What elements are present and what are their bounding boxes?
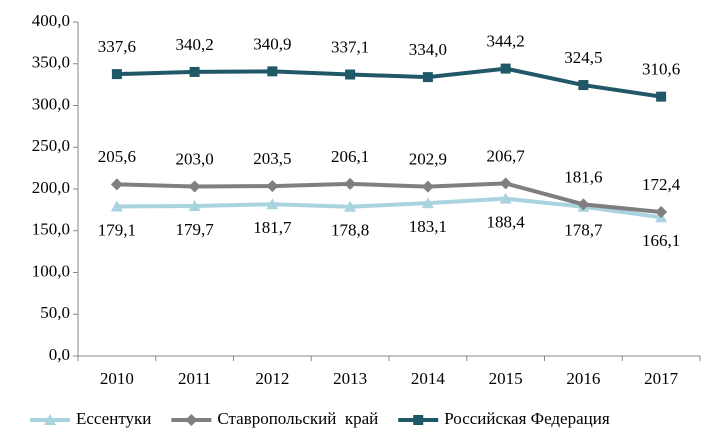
data-label: 337,6 (98, 37, 136, 56)
data-label: 344,2 (487, 31, 525, 50)
data-point (655, 206, 668, 219)
series-line (116, 196, 662, 220)
data-point (421, 180, 434, 193)
data-label: 166,1 (642, 231, 680, 250)
data-point (266, 180, 279, 193)
data-label: 188,4 (487, 213, 526, 232)
x-tick-label: 2013 (333, 369, 367, 388)
y-tick-label: 250,0 (32, 136, 70, 155)
x-tick-label: 2010 (100, 369, 134, 388)
y-tick-label: 50,0 (40, 303, 70, 322)
x-tick-label: 2017 (644, 369, 679, 388)
data-label: 206,1 (331, 147, 369, 166)
data-label: 203,0 (176, 149, 214, 168)
data-point (499, 192, 512, 204)
data-label: 205,6 (98, 147, 136, 166)
legend-marker (413, 415, 424, 425)
data-label: 340,2 (176, 35, 214, 54)
legend-marker (44, 414, 56, 425)
data-label: 206,7 (487, 146, 526, 165)
y-tick-label: 150,0 (32, 220, 70, 239)
data-label: 178,8 (331, 221, 369, 240)
legend-label: Ессентуки (76, 409, 151, 428)
data-label: 179,1 (98, 220, 136, 239)
data-point (421, 197, 434, 209)
data-label: 181,7 (253, 218, 292, 237)
data-point (499, 177, 512, 190)
data-label: 202,9 (409, 149, 447, 168)
data-point (188, 199, 201, 211)
y-tick-label: 300,0 (32, 94, 70, 113)
y-tick-label: 200,0 (32, 178, 70, 197)
data-label: 324,5 (564, 48, 602, 67)
data-label: 179,7 (176, 220, 215, 239)
data-point (656, 91, 667, 102)
data-label: 178,7 (564, 221, 603, 240)
data-point (188, 180, 201, 193)
data-label: 340,9 (253, 34, 291, 53)
data-point (189, 66, 200, 77)
x-tick-label: 2011 (178, 369, 211, 388)
data-label: 334,0 (409, 40, 447, 59)
data-label: 172,4 (642, 175, 681, 194)
x-tick-label: 2015 (489, 369, 523, 388)
data-point (422, 72, 433, 83)
x-tick-label: 2016 (566, 369, 600, 388)
x-tick-label: 2012 (255, 369, 289, 388)
x-tick-label: 2014 (411, 369, 446, 388)
series-line (116, 66, 662, 99)
y-tick-label: 100,0 (32, 261, 70, 280)
data-point (577, 198, 590, 211)
data-label: 181,6 (564, 167, 602, 186)
legend-label: Российская Федерация (444, 409, 610, 428)
data-point (345, 69, 356, 80)
data-point (111, 69, 122, 80)
data-point (110, 178, 123, 191)
series-line (116, 181, 662, 215)
data-point (110, 200, 123, 212)
legend-label: Ставропольский край (217, 409, 378, 428)
y-tick-label: 400,0 (32, 11, 70, 30)
data-point (500, 63, 511, 74)
data-point (267, 66, 278, 77)
data-point (266, 198, 279, 210)
y-tick-label: 0,0 (49, 345, 70, 364)
data-label: 337,1 (331, 37, 369, 56)
legend-marker (185, 414, 198, 426)
y-tick-label: 350,0 (32, 53, 70, 72)
data-label: 310,6 (642, 60, 680, 79)
data-point (344, 200, 357, 212)
data-label: 183,1 (409, 217, 447, 236)
data-point (344, 177, 357, 190)
data-label: 203,5 (253, 149, 291, 168)
data-point (578, 80, 589, 91)
